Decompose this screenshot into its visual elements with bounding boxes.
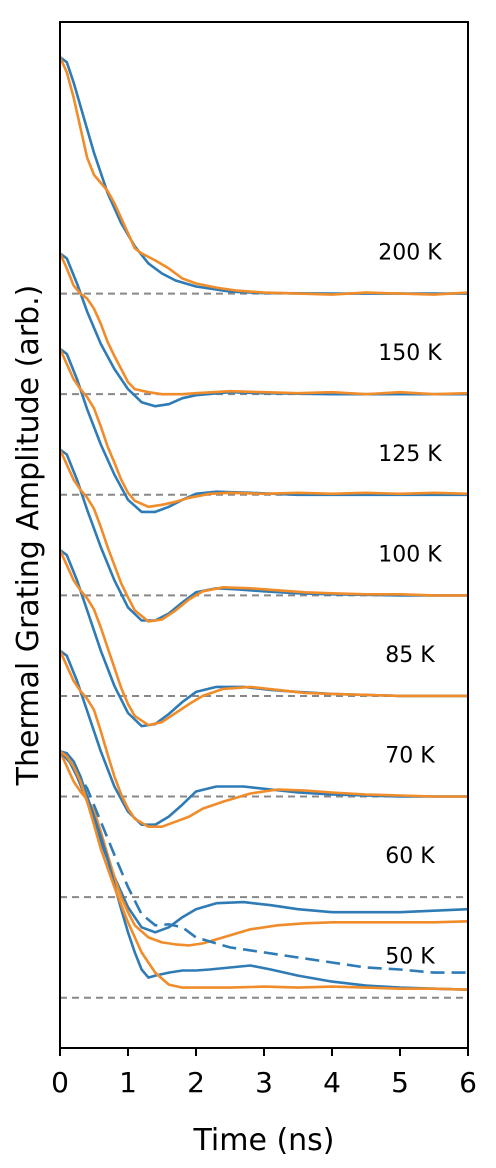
x-tick-label: 0 — [51, 1066, 69, 1099]
x-tick-label: 6 — [459, 1066, 477, 1099]
label-85k: 85 K — [385, 643, 435, 668]
series-blue-125k — [59, 347, 468, 514]
label-150k: 150 K — [378, 341, 442, 366]
series-orange-50k — [59, 750, 469, 991]
temperature-labels: 200 K 150 K 125 K 100 K 85 K 70 K 60 K 50 K — [378, 241, 442, 970]
series-blue-85k — [59, 549, 468, 728]
series-blue-50k — [59, 750, 469, 991]
label-70k: 70 K — [385, 744, 435, 769]
x-tick-label: 4 — [323, 1066, 341, 1099]
series-orange-150k — [58, 252, 469, 396]
y-axis-label: Thermal Grating Amplitude (arb.) — [11, 285, 46, 787]
series-lines — [58, 56, 469, 991]
label-125k: 125 K — [378, 442, 442, 467]
x-tick-label: 1 — [119, 1066, 137, 1099]
series-blue-150k — [59, 252, 468, 408]
series-orange-125k — [58, 348, 469, 509]
label-200k: 200 K — [378, 241, 442, 266]
plot-area — [58, 56, 469, 999]
series-orange-200k — [58, 56, 469, 296]
series-orange-100k — [58, 448, 468, 623]
label-100k: 100 K — [378, 542, 442, 567]
x-axis-label: Time (ns) — [192, 1123, 334, 1158]
x-tick-label: 2 — [187, 1066, 205, 1099]
series-blue-70k — [59, 649, 468, 826]
x-tick-label: 5 — [391, 1066, 409, 1099]
series-orange-85k — [58, 549, 468, 727]
label-50k: 50 K — [385, 945, 435, 970]
label-60k: 60 K — [385, 844, 435, 869]
series-orange-70k — [58, 650, 468, 828]
x-tick-label: 3 — [255, 1066, 273, 1099]
x-axis-ticks: 0 1 2 3 4 5 6 — [51, 1048, 477, 1099]
